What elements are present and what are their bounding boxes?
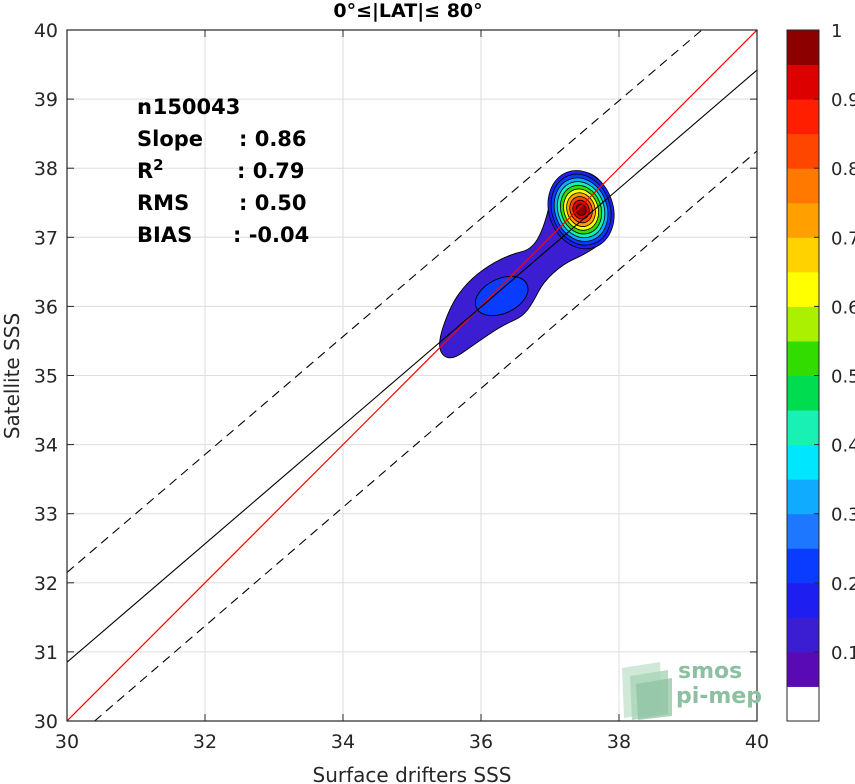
smos-logo: smos pi-mep	[622, 659, 762, 720]
colorbar-tick-label: 0.3	[831, 505, 855, 526]
y-tick-label: 35	[34, 366, 58, 388]
stat-value: : 0.86	[239, 127, 307, 151]
colorbar-swatch	[787, 237, 819, 273]
y-tick-label: 32	[34, 573, 58, 595]
logo-waves-icon	[622, 662, 672, 720]
x-tick-label: 32	[193, 731, 217, 753]
colorbar-swatch	[787, 651, 819, 687]
colorbar-swatch	[787, 686, 819, 722]
colorbar-tick-label: 0.7	[831, 228, 855, 249]
colorbar-tick-label: 0.4	[831, 436, 855, 457]
density-contour	[474, 275, 529, 317]
x-axis-label: Surface drifters SSS	[313, 763, 512, 784]
colorbar-swatch	[787, 375, 819, 411]
y-tick-label: 36	[34, 296, 58, 318]
x-tick-label: 38	[607, 731, 631, 753]
stat-label: Slope	[137, 127, 203, 151]
regression-line	[67, 69, 757, 663]
one-to-one-line	[67, 30, 757, 721]
colorbar-swatch	[787, 202, 819, 238]
y-tick-label: 31	[34, 642, 58, 664]
colorbar-swatch	[787, 513, 819, 549]
stat-label: BIAS	[137, 223, 192, 247]
logo-text-pimep: pi-mep	[676, 684, 762, 709]
x-tick-label: 34	[331, 731, 355, 753]
x-tick-label: 30	[55, 731, 79, 753]
colorbar-swatch	[787, 133, 819, 169]
stat-label: RMS	[137, 191, 189, 215]
y-tick-label: 37	[34, 227, 58, 249]
logo-text-smos: smos	[678, 659, 742, 684]
y-tick-label: 34	[34, 435, 58, 457]
stat-value: : 0.79	[237, 159, 305, 183]
x-tick-label: 40	[745, 731, 769, 753]
colorbar-swatch	[787, 617, 819, 653]
y-tick-label: 30	[34, 711, 58, 733]
chart-title: 0°≤|LAT|≤ 80°	[333, 0, 482, 22]
colorbar-swatch	[787, 548, 819, 584]
stat-value: : -0.04	[233, 223, 309, 247]
colorbar: 0.1 0.2 0.3 0.4 0.5 0.6 0.7 0.8 0.9 1	[786, 21, 855, 722]
colorbar-swatch	[787, 410, 819, 446]
colorbar-swatch	[787, 271, 819, 307]
colorbar-swatch	[787, 582, 819, 618]
y-axis-label: Satellite SSS	[0, 313, 24, 439]
colorbar-swatch	[787, 306, 819, 342]
stat-value: : 0.50	[239, 191, 307, 215]
colorbar-swatch	[787, 168, 819, 204]
colorbar-tick-label: 0.9	[831, 90, 855, 111]
colorbar-tick-label: 0.6	[831, 297, 855, 318]
x-tick-label: 36	[469, 731, 493, 753]
stats-block: n: 150043 Slope : 0.86 R2 : 0.79 RMS : 0.50 BIA…	[137, 95, 309, 247]
plot-content	[67, 30, 757, 721]
lower-confidence-line	[94, 150, 757, 721]
colorbar-swatch	[787, 30, 819, 66]
y-tick-label: 38	[34, 158, 58, 180]
colorbar-tick-label: 0.5	[831, 367, 855, 388]
colorbar-swatch	[787, 340, 819, 376]
colorbar-swatch	[787, 444, 819, 480]
upper-confidence-line	[67, 30, 703, 573]
plot-area: 30 32 34 36 38 40 30 31 32 33 34 35 36 37 38 39 40 n: 150…	[34, 20, 769, 753]
stat-value: : 150043	[137, 95, 240, 119]
stat-superscript: 2	[153, 156, 163, 174]
colorbar-tick-label: 0.8	[831, 159, 855, 180]
colorbar-swatch	[787, 479, 819, 515]
y-tick-label: 39	[34, 89, 58, 111]
stat-label: R2	[137, 156, 164, 183]
colorbar-tick-label: 0.2	[831, 574, 855, 595]
colorbar-tick-label: 0.1	[831, 643, 855, 664]
colorbar-swatch	[787, 64, 819, 100]
stat-label: n	[137, 95, 152, 119]
colorbar-tick-label: 1	[831, 21, 842, 42]
y-tick-label: 40	[34, 20, 58, 42]
colorbar-swatch	[787, 99, 819, 135]
y-tick-label: 33	[34, 504, 58, 526]
